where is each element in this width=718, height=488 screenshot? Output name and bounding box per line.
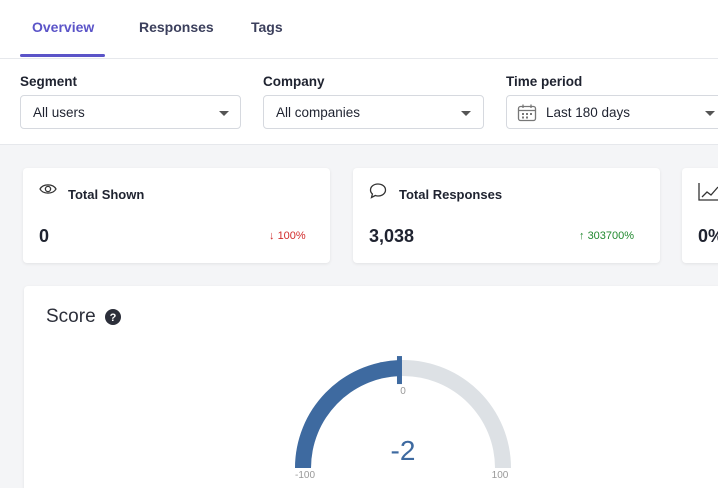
arrow-up-icon: ↑ — [579, 230, 585, 242]
gauge-fill — [295, 360, 401, 468]
gauge-min-label: -100 — [295, 470, 315, 481]
tab-overview[interactable]: Overview — [32, 19, 95, 35]
gauge-mid-label: 0 — [400, 386, 406, 397]
stat-value: 0% — [698, 226, 718, 246]
calendar-icon — [517, 104, 537, 122]
active-tab-indicator — [20, 54, 105, 57]
stat-title: Total Shown — [68, 187, 145, 202]
delta-value: 100% — [277, 230, 306, 242]
delta-value: 303700% — [587, 230, 635, 242]
gauge-max-label: 100 — [492, 470, 509, 481]
delta-badge: ↑ 303700% — [579, 230, 634, 242]
segment-label: Segment — [20, 74, 78, 89]
company-select[interactable]: All companies — [263, 95, 484, 129]
company-value: All companies — [276, 105, 361, 120]
chevron-down-icon — [705, 111, 715, 116]
score-value: -2 — [391, 435, 416, 466]
segment-select[interactable]: All users — [20, 95, 241, 129]
tab-responses[interactable]: Responses — [139, 19, 214, 35]
eye-icon — [39, 184, 57, 194]
time-period-value: Last 180 days — [546, 105, 631, 120]
speech-bubble-icon — [369, 183, 387, 199]
gauge-zero-marker — [396, 356, 402, 385]
trend-chart-icon — [698, 183, 718, 201]
chevron-down-icon — [461, 111, 471, 116]
tab-bar: Overview Responses Tags — [0, 0, 718, 59]
filter-bar: Segment All users Company All companies … — [0, 59, 718, 145]
score-title: Score — [46, 306, 96, 327]
time-period-label: Time period — [506, 74, 583, 89]
arrow-down-icon: ↓ — [269, 230, 275, 242]
company-label: Company — [263, 74, 325, 89]
chevron-down-icon — [219, 111, 229, 116]
stat-card-total-shown: Total Shown 0 ↓ 100% — [23, 168, 330, 263]
tab-tags[interactable]: Tags — [251, 19, 283, 35]
stat-title: Total Responses — [399, 187, 503, 202]
help-icon[interactable]: ? — [105, 309, 121, 325]
svg-text:?: ? — [110, 312, 117, 324]
score-gauge: 0 -100 100 -2 — [295, 356, 511, 481]
stat-card-partial: 0% — [682, 168, 718, 263]
segment-value: All users — [33, 105, 85, 120]
time-period-select[interactable]: Last 180 days — [506, 95, 718, 129]
stat-value: 3,038 — [369, 226, 415, 246]
stat-value: 0 — [39, 226, 50, 246]
score-card: Score ? 0 -100 100 -2 — [24, 286, 718, 488]
stat-card-total-responses: Total Responses 3,038 ↑ 303700% — [353, 168, 660, 263]
delta-badge: ↓ 100% — [269, 230, 306, 242]
